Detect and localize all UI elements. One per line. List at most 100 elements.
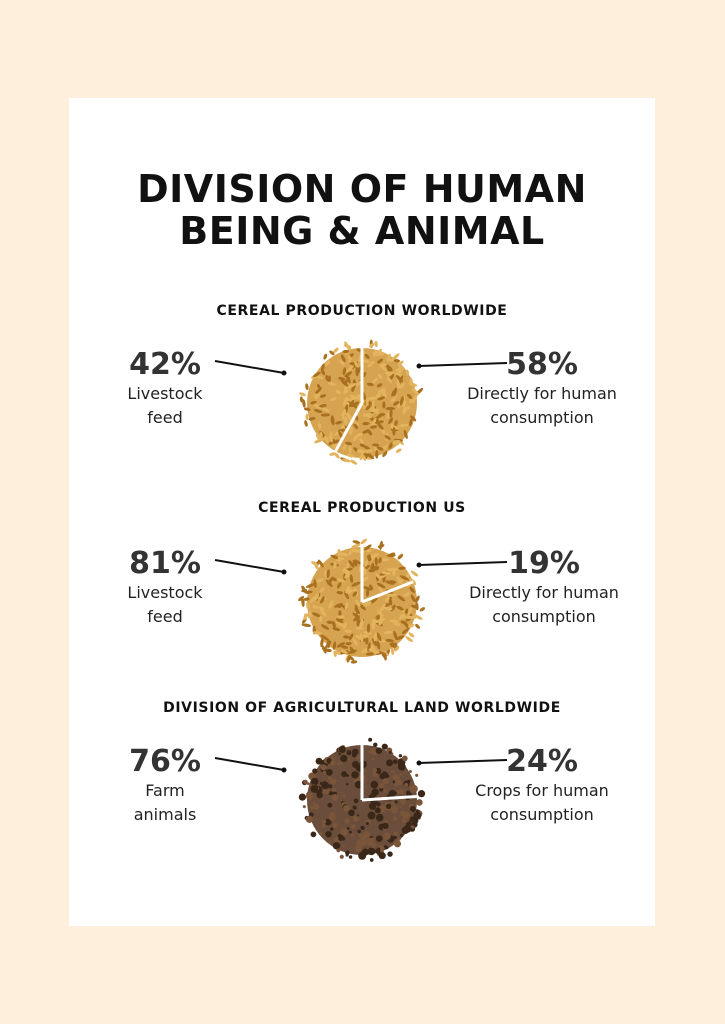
grain-kernel (342, 397, 347, 407)
grain-kernel (312, 605, 319, 609)
grain-kernel (363, 566, 367, 576)
leader-dot (416, 363, 422, 369)
grain-kernel (382, 451, 388, 458)
soil-particle (371, 842, 377, 849)
grain-kernel (375, 573, 381, 579)
grain-kernel (372, 650, 380, 654)
soil-particle (338, 835, 344, 841)
grain-kernel (341, 566, 350, 572)
stat-right: 58% Directly for human consumption (457, 348, 627, 430)
soil-particle (346, 750, 352, 756)
grain-kernel (353, 421, 360, 426)
grain-kernel (345, 441, 353, 446)
grain-kernel (385, 365, 393, 371)
soil-particle (408, 770, 412, 774)
soil-particle (321, 781, 329, 790)
grain-kernel (364, 560, 369, 567)
grain-kernel (342, 444, 347, 451)
soil-particle (382, 822, 389, 829)
grain-kernel (355, 366, 359, 377)
grain-kernel (338, 552, 349, 557)
soil-particle (390, 805, 399, 814)
grain-kernel (374, 557, 378, 566)
grain-kernel (398, 382, 406, 389)
grain-kernel (361, 359, 370, 363)
soil-particle (382, 778, 389, 785)
grain-kernel (350, 660, 358, 664)
soil-particle (312, 802, 316, 806)
soil-particle (321, 819, 327, 824)
grain-kernel (332, 439, 340, 444)
soil-particle (409, 784, 418, 793)
leader-dot (281, 370, 287, 376)
grain-kernel (348, 548, 355, 556)
grain-kernel (397, 595, 406, 602)
infographic-card: DIVISION OF HUMAN BEING & ANIMAL CEREAL … (69, 98, 655, 926)
grain-kernel (335, 420, 343, 425)
grain-kernel (349, 427, 353, 435)
grain-kernel (411, 394, 418, 403)
grain-kernel (377, 388, 383, 397)
grain-kernel (344, 602, 349, 610)
grain-kernel (328, 436, 333, 443)
grain-kernel (396, 379, 401, 389)
grain-kernel (378, 557, 382, 564)
soil-particle (319, 781, 324, 785)
grain-kernel (323, 353, 328, 360)
grain-kernel (352, 560, 358, 567)
grain-kernel (397, 360, 404, 366)
soil-particle (310, 777, 319, 786)
grain-kernel (331, 577, 338, 582)
grain-kernel (314, 393, 318, 400)
leader-dot (416, 562, 422, 568)
soil-particle (394, 800, 398, 804)
soil-particle (312, 768, 318, 774)
grain-kernel (308, 417, 316, 421)
soil-particle (325, 768, 333, 776)
grain-kernel (312, 631, 323, 635)
soil-particle (398, 754, 403, 758)
grain-kernel (342, 349, 350, 354)
grain-kernel (318, 606, 325, 611)
grain-kernel (370, 553, 380, 558)
soil-particle (345, 773, 349, 777)
grain-kernel (326, 620, 334, 624)
leader-dot (416, 760, 422, 766)
soil-particle (374, 807, 381, 814)
grain-kernel (321, 645, 327, 654)
soil-particle (352, 815, 360, 822)
grain-kernel (343, 635, 350, 639)
stat-left: 81% Livestock feed (80, 547, 250, 629)
soil-particle (395, 778, 402, 786)
grain-kernel (381, 391, 388, 397)
grain-kernel (335, 389, 341, 395)
grain-kernel (353, 559, 362, 565)
grain-kernel (355, 626, 364, 630)
grain-kernel (393, 387, 397, 397)
soil-particle (302, 805, 306, 809)
soil-particle (402, 811, 410, 819)
grain-kernel (392, 442, 400, 446)
grain-kernel (368, 647, 376, 652)
grain-kernel (362, 576, 369, 582)
grain-kernel (409, 397, 414, 403)
soil-particle (321, 823, 326, 828)
grain-kernel (325, 360, 331, 366)
soil-particle (325, 789, 330, 794)
soil-particle (357, 829, 361, 834)
soil-particle (336, 762, 341, 766)
grain-kernel (409, 377, 413, 386)
grain-kernel (304, 590, 313, 594)
soil-particle (411, 825, 415, 829)
soil-particle (365, 822, 369, 826)
grain-kernel (393, 359, 401, 363)
soil-particle (322, 770, 327, 775)
grain-kernel (377, 396, 385, 401)
grain-kernel (344, 371, 353, 378)
grain-kernel (394, 645, 400, 652)
grain-kernel (379, 603, 386, 612)
grain-kernel (340, 354, 346, 363)
soil-particle (370, 791, 377, 798)
grain-kernel (374, 349, 379, 356)
grain-kernel (376, 383, 383, 388)
